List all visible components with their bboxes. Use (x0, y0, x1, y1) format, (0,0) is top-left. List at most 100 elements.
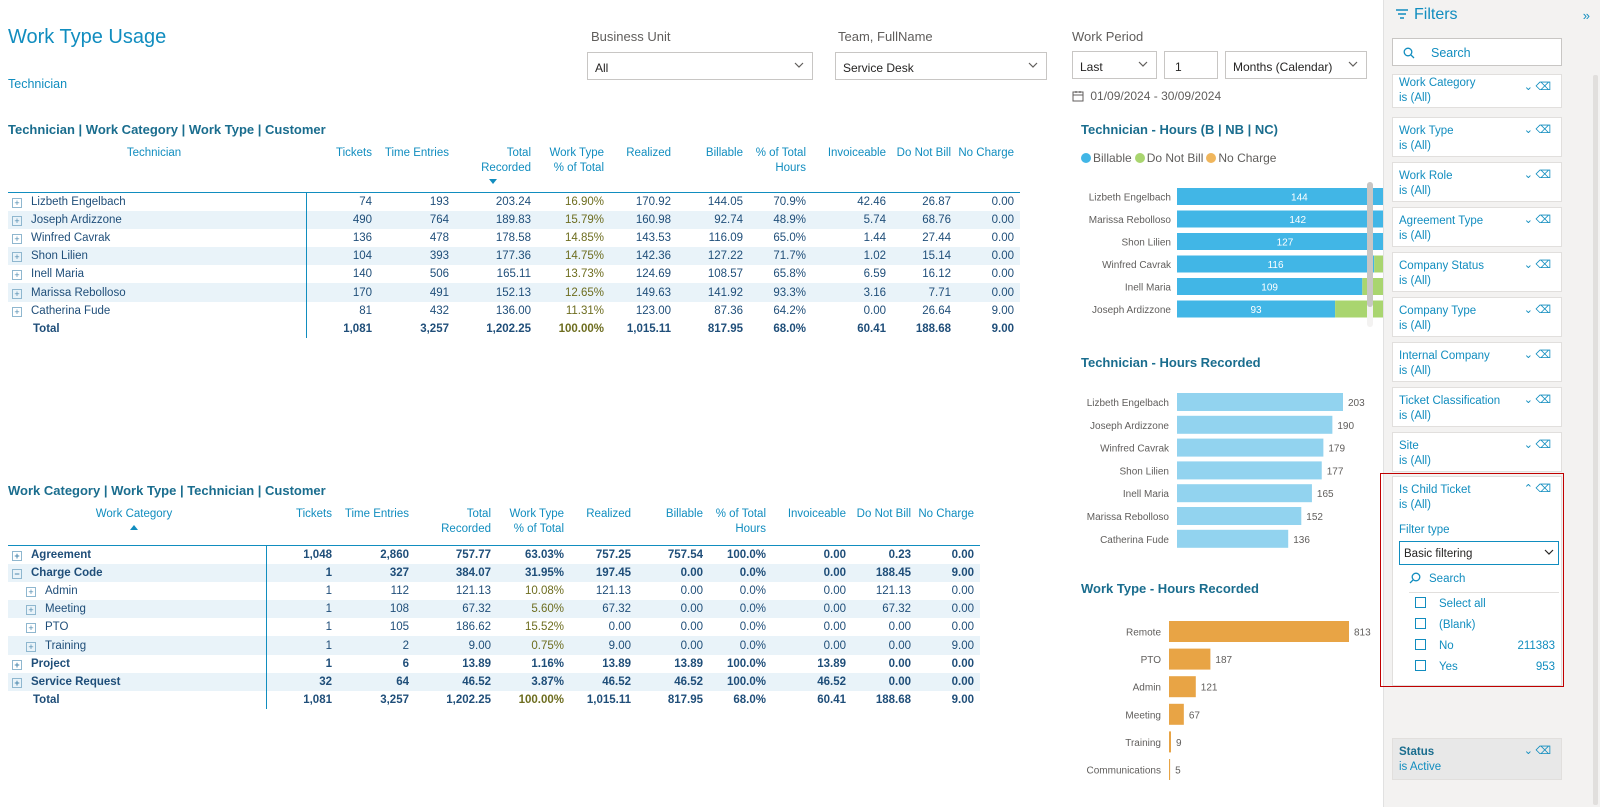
chevron-down-icon[interactable]: ⌄ (1523, 169, 1533, 181)
table-row[interactable]: − Charge Code 1 327 384.07 31.95% 197.45 0.00 0.… (8, 563, 980, 582)
chevron-down-icon[interactable]: ⌄ (1523, 439, 1533, 451)
table-row[interactable]: + Marissa Rebolloso 170 491 152.13 12.65% 149.… (8, 283, 1020, 302)
table-row[interactable]: + Admin 1 112 121.13 10.08% 121.13 0.00 0.0% 0.00… (8, 581, 980, 601)
work-period-unit-dropdown[interactable]: Months (Calendar) (1225, 51, 1367, 79)
column-header[interactable]: % of Total Hours (709, 507, 772, 546)
bar-segment[interactable] (1177, 255, 1375, 273)
column-header[interactable]: Do Not Bill (852, 507, 917, 546)
filters-scrollbar[interactable] (1593, 75, 1598, 805)
chevron-up-icon[interactable]: ⌃ (1523, 483, 1533, 495)
filter-card-status[interactable]: Status is Active ⌄ ⌫ (1392, 738, 1562, 780)
expand-icon[interactable]: + (12, 550, 22, 561)
expand-icon[interactable]: + (12, 233, 22, 244)
filter-card-work-role[interactable]: Work Role is (All) ⌄ ⌫ (1392, 162, 1562, 202)
collapse-pane-icon[interactable]: » (1582, 8, 1590, 23)
expand-icon[interactable]: + (12, 677, 22, 688)
table-row[interactable]: + Winfred Cavrak 136 478 178.58 14.85% 143.53 1… (8, 228, 1020, 248)
chevron-down-icon[interactable]: ⌄ (1523, 259, 1533, 271)
filter-option[interactable]: No 211383 (1415, 639, 1555, 654)
column-header[interactable]: Realized (610, 146, 677, 193)
table-row[interactable]: + Joseph Ardizzone 490 764 189.83 15.79% 160.9… (8, 210, 1020, 229)
expand-icon[interactable]: + (26, 586, 36, 597)
checkbox[interactable] (1415, 639, 1426, 650)
filter-card-ticket-classification[interactable]: Ticket Classification is (All) ⌄ ⌫ (1392, 387, 1562, 427)
bar[interactable] (1169, 676, 1196, 698)
expand-icon[interactable]: + (12, 659, 22, 670)
bar-segment[interactable] (1177, 210, 1419, 228)
expand-icon[interactable]: + (12, 288, 22, 299)
table-row[interactable]: + PTO 1 105 186.62 15.52% 0.00 0.00 0.0% 0.00 0.00… (8, 618, 980, 637)
column-header[interactable]: Time Entries (378, 146, 455, 193)
column-header[interactable]: Work Type % of Total (537, 146, 610, 193)
eraser-icon[interactable]: ⌫ (1535, 259, 1551, 271)
chart1-scroll-thumb[interactable] (1367, 182, 1373, 307)
table-row[interactable]: + Lizbeth Engelbach 74 193 203.24 16.90% 170.9… (8, 192, 1020, 211)
bar-segment[interactable] (1177, 278, 1363, 295)
expand-icon[interactable]: + (12, 270, 22, 281)
team-dropdown[interactable]: Service Desk (835, 52, 1047, 80)
column-header[interactable]: No Charge (917, 507, 980, 546)
bar[interactable] (1177, 415, 1333, 434)
eraser-icon[interactable]: ⌫ (1535, 124, 1551, 136)
column-header[interactable]: Total Recorded (455, 146, 537, 193)
filter-card-work-category[interactable]: Work Category is (All) ⌄ ⌫ (1392, 74, 1562, 108)
legend-item[interactable]: Do Not Bill (1134, 151, 1203, 165)
table-row[interactable]: + Project 1 6 13.89 1.16% 13.89 13.89 100.0% 13.8… (8, 654, 980, 673)
chevron-down-icon[interactable]: ⌄ (1523, 81, 1533, 93)
filter-option[interactable]: Yes 953 (1415, 660, 1555, 675)
legend-item[interactable]: Billable (1081, 151, 1132, 165)
table-row[interactable]: + Catherina Fude 81 432 136.00 11.31% 123.00 87… (8, 301, 1020, 320)
column-header[interactable]: Work Category (8, 507, 266, 546)
column-header[interactable]: Realized (570, 507, 637, 546)
bar[interactable] (1177, 484, 1312, 503)
bar[interactable] (1169, 759, 1171, 780)
expand-icon[interactable]: + (12, 306, 22, 317)
filter-option[interactable]: (Blank) (1415, 618, 1555, 633)
table-row[interactable]: + Inell Maria 140 506 165.11 13.73% 124.69 108.… (8, 265, 1020, 284)
filters-search-input[interactable]: Search (1392, 38, 1562, 66)
checkbox[interactable] (1415, 597, 1426, 608)
bar-segment[interactable] (1177, 300, 1336, 318)
bar[interactable] (1177, 438, 1324, 457)
eraser-icon[interactable]: ⌫ (1535, 349, 1551, 361)
filter-card-company-type[interactable]: Company Type is (All) ⌄ ⌫ (1392, 297, 1562, 337)
column-header[interactable]: Tickets (306, 146, 378, 193)
expand-icon[interactable]: + (12, 197, 22, 208)
filter-card-company-status[interactable]: Company Status is (All) ⌄ ⌫ (1392, 252, 1562, 292)
column-header[interactable]: Billable (677, 146, 749, 193)
expand-icon[interactable]: + (26, 641, 36, 652)
filter-values-search[interactable]: Search (1409, 572, 1559, 593)
column-header[interactable]: Tickets (266, 507, 338, 546)
filter-card-is-child-ticket[interactable]: Is Child Ticket is (All) ⌃ ⌫ Filter type… (1392, 476, 1562, 686)
expand-icon[interactable]: + (12, 252, 22, 263)
chevron-down-icon[interactable]: ⌄ (1523, 745, 1533, 757)
bar[interactable] (1169, 648, 1211, 670)
bar-segment[interactable] (1177, 188, 1422, 205)
chevron-down-icon[interactable]: ⌄ (1523, 349, 1533, 361)
eraser-icon[interactable]: ⌫ (1535, 394, 1551, 406)
table-row[interactable]: + Training 1 2 9.00 0.75% 9.00 0.00 0.0% 0.00 0.00… (8, 636, 980, 655)
column-header[interactable]: Time Entries (338, 507, 415, 546)
expand-icon[interactable]: + (26, 605, 36, 616)
column-header[interactable]: Technician (8, 146, 306, 193)
eraser-icon[interactable]: ⌫ (1535, 439, 1551, 451)
table-row[interactable]: + Meeting 1 108 67.32 5.60% 67.32 0.00 0.0% 0.00 6… (8, 600, 980, 619)
checkbox[interactable] (1415, 618, 1426, 629)
eraser-icon[interactable]: ⌫ (1535, 214, 1551, 226)
column-header[interactable]: No Charge (957, 146, 1020, 193)
chevron-down-icon[interactable]: ⌄ (1523, 304, 1533, 316)
chevron-down-icon[interactable]: ⌄ (1523, 124, 1533, 136)
chevron-down-icon[interactable]: ⌄ (1523, 214, 1533, 226)
filter-card-internal-company[interactable]: Internal Company is (All) ⌄ ⌫ (1392, 342, 1562, 382)
bar[interactable] (1177, 507, 1302, 525)
eraser-icon[interactable]: ⌫ (1535, 483, 1551, 495)
chevron-down-icon[interactable]: ⌄ (1523, 394, 1533, 406)
expand-icon[interactable]: + (26, 623, 36, 634)
column-header[interactable]: Do Not Bill (892, 146, 957, 193)
filter-option[interactable]: Select all (1415, 597, 1555, 612)
bar-segment[interactable] (1177, 233, 1393, 250)
bar[interactable] (1169, 703, 1184, 725)
bar[interactable] (1169, 621, 1349, 642)
column-header[interactable]: Work Type % of Total (497, 507, 570, 546)
column-header[interactable]: Total Recorded (415, 507, 497, 546)
